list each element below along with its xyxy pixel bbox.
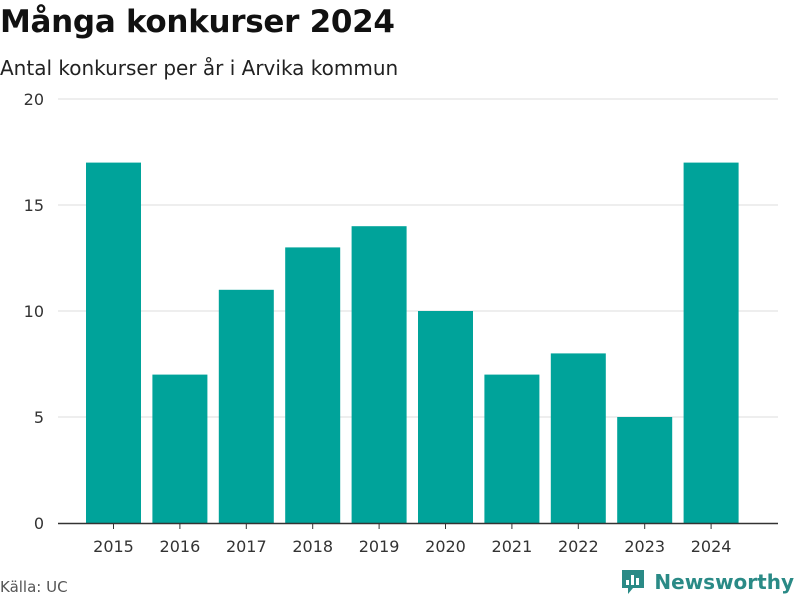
- x-axis-ticks: 2015 2016 2017 2018 2019 2020 2021 2022 2023 2024: [93, 523, 731, 556]
- y-tick-label: 20: [24, 90, 44, 109]
- x-tick-label: 2023: [624, 537, 665, 556]
- x-tick-label: 2021: [492, 537, 533, 556]
- bar: [484, 374, 540, 523]
- y-axis-ticks: 0 5 10 15 20: [24, 90, 44, 533]
- x-tick-label: 2015: [93, 537, 134, 556]
- brand-name: Newsworthy: [654, 570, 794, 594]
- x-tick-label: 2016: [160, 537, 201, 556]
- y-tick-label: 5: [34, 408, 44, 427]
- bars: [86, 162, 739, 523]
- x-tick-label: 2018: [292, 537, 333, 556]
- bar: [218, 289, 274, 523]
- chart-title: Många konkurser 2024: [0, 4, 395, 40]
- bar: [351, 226, 407, 523]
- source-note: Källa: UC: [0, 578, 68, 596]
- x-tick-label: 2022: [558, 537, 599, 556]
- newsworthy-logo-icon: [622, 570, 645, 594]
- x-tick-label: 2017: [226, 537, 267, 556]
- y-tick-label: 0: [34, 514, 44, 533]
- x-tick-label: 2019: [359, 537, 400, 556]
- bar: [86, 162, 141, 523]
- bar: [617, 417, 673, 523]
- x-tick-label: 2020: [425, 537, 466, 556]
- bar: [683, 162, 739, 523]
- bar: [152, 374, 208, 523]
- bar: [550, 353, 606, 523]
- brand-mark[interactable]: Newsworthy: [620, 568, 794, 596]
- bar: [418, 311, 473, 523]
- y-tick-label: 15: [24, 196, 44, 215]
- bar: [285, 247, 341, 523]
- y-tick-label: 10: [24, 302, 44, 321]
- chart-subtitle: Antal konkurser per år i Arvika kommun: [0, 56, 399, 80]
- bar-chart: 0 5 10 15 20 2015 2016 2017 2018 2019 2020 2021 202…: [24, 90, 778, 556]
- x-tick-label: 2024: [691, 537, 732, 556]
